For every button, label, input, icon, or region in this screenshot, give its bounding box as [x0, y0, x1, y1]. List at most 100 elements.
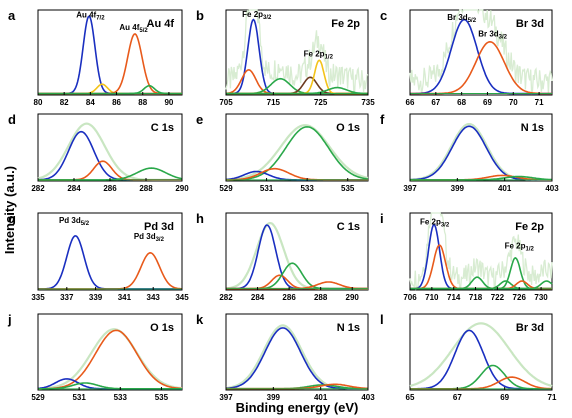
x-tick-label: 531: [72, 393, 86, 402]
peak-label: Fe 2p3/2: [420, 218, 450, 229]
panel-a: 80 82 84 86 88 90 a Au 4f Au 4f7/2 Au 4f5/2: [8, 8, 183, 107]
x-tick-label: 535: [155, 393, 169, 402]
peak-label: Br 3d3/2: [478, 29, 507, 40]
x-tick-label: 335: [31, 293, 45, 302]
x-tick-label: 718: [469, 293, 483, 302]
panel-title: O 1s: [150, 322, 174, 334]
x-tick-label: 337: [60, 293, 74, 302]
x-tick-label: 705: [219, 98, 233, 107]
peak-label: Fe 2p3/2: [242, 10, 272, 21]
panel-frame: [225, 113, 369, 182]
series-line-1: [38, 251, 182, 290]
panel-c: 66 67 68 69 70 71 c Br 3d Br 3d5/2Br 3d3/2: [380, 8, 553, 107]
raw-data-line: [409, 212, 553, 291]
x-tick-label: 725: [314, 98, 328, 107]
panel-b: 705 715 725 735 b Fe 2p Fe 2p3/2 Fe 2p1/2: [196, 8, 375, 107]
x-tick-label: 529: [31, 393, 45, 402]
x-tick-label: 290: [346, 293, 360, 302]
x-tick-label: 86: [112, 98, 121, 107]
series-line-6: [410, 280, 553, 290]
panel-title: C 1s: [151, 122, 174, 134]
series-line-0: [226, 124, 369, 181]
panel-j: 529 531 533 535 j O 1s: [7, 312, 183, 402]
panel-title: Pd 3d: [144, 221, 174, 233]
peak-label: Pd 3d3/2: [134, 232, 165, 243]
x-tick-label: 345: [175, 293, 189, 302]
x-tick-label: 290: [175, 184, 189, 193]
series-line-5: [410, 280, 552, 290]
x-tick-label: 288: [139, 184, 153, 193]
x-tick-label: 403: [545, 184, 559, 193]
series-line-0: [409, 322, 553, 388]
raw-data-line: [225, 9, 369, 95]
x-tick-label: 401: [498, 184, 512, 193]
x-tick-label: 282: [31, 184, 45, 193]
panel-frame: [225, 313, 369, 391]
panel-frame: [409, 113, 553, 182]
series-line-3: [410, 280, 552, 290]
x-tick-label: 286: [282, 293, 296, 302]
panel-frame: [409, 212, 553, 291]
panel-e: 529 531 533 535 e O 1s: [196, 112, 369, 193]
x-tick-label: 735: [361, 98, 375, 107]
panel-g: 335 337 339 341 343 345 g Pd 3d Pd 3d5/2 Pd 3d3/2: [8, 211, 189, 302]
x-tick-label: 88: [138, 98, 147, 107]
x-tick-label: 288: [314, 293, 328, 302]
panel-title: N 1s: [521, 122, 544, 134]
panel-letter: l: [380, 312, 384, 327]
panel-d: 282 284 286 288 290 d C 1s: [8, 112, 189, 193]
x-tick-label: 71: [535, 98, 544, 107]
series-line-1: [226, 126, 369, 181]
panel-letter: b: [196, 8, 204, 23]
panel-title: O 1s: [336, 122, 360, 134]
x-tick-label: 397: [219, 393, 233, 402]
x-tick-label: 67: [431, 98, 440, 107]
series-line-0: [38, 328, 183, 390]
panel-letter: g: [8, 211, 16, 226]
panel-title: C 1s: [337, 221, 360, 233]
panel-title: Au 4f: [147, 18, 175, 30]
x-tick-label: 71: [548, 393, 557, 402]
raw-data-line: [409, 9, 553, 95]
x-tick-label: 90: [164, 98, 173, 107]
x-tick-label: 399: [451, 184, 465, 193]
y-axis-title: Intensity (a.u.): [2, 166, 17, 254]
panel-frame: [37, 212, 183, 291]
x-tick-label: 65: [406, 393, 415, 402]
x-tick-label: 284: [67, 184, 81, 193]
peak-label: Pd 3d5/2: [59, 216, 90, 227]
peak-label: Br 3d5/2: [447, 13, 476, 24]
series-line-1: [225, 327, 368, 390]
panel-k: 397 399 401 403 k N 1s: [196, 312, 375, 402]
x-tick-label: 66: [406, 98, 415, 107]
x-tick-label: 84: [86, 98, 95, 107]
x-tick-label: 68: [457, 98, 466, 107]
panel-frame: [225, 212, 369, 291]
panel-letter: e: [196, 112, 203, 127]
x-tick-label: 710: [425, 293, 439, 302]
x-tick-label: 722: [491, 293, 505, 302]
x-tick-label: 69: [500, 393, 509, 402]
x-tick-label: 82: [60, 98, 69, 107]
panel-letter: f: [380, 112, 385, 127]
x-tick-label: 533: [300, 184, 314, 193]
x-tick-label: 284: [251, 293, 265, 302]
x-tick-label: 399: [267, 393, 281, 402]
x-tick-label: 341: [118, 293, 132, 302]
panel-title: Fe 2p: [331, 18, 360, 30]
x-tick-label: 730: [534, 293, 548, 302]
panel-letter: k: [196, 312, 204, 327]
x-tick-label: 706: [403, 293, 417, 302]
x-tick-label: 401: [314, 393, 328, 402]
x-tick-label: 535: [341, 184, 355, 193]
panel-l: 65 67 69 71 l Br 3d: [380, 312, 557, 402]
panel-title: Fe 2p: [515, 221, 544, 233]
panel-frame: [37, 9, 183, 96]
x-tick-label: 726: [513, 293, 527, 302]
x-tick-label: 70: [509, 98, 518, 107]
panel-letter: h: [196, 211, 204, 226]
panel-letter: i: [380, 211, 384, 226]
panel-title: Br 3d: [516, 18, 544, 30]
panel-letter: a: [8, 8, 16, 23]
